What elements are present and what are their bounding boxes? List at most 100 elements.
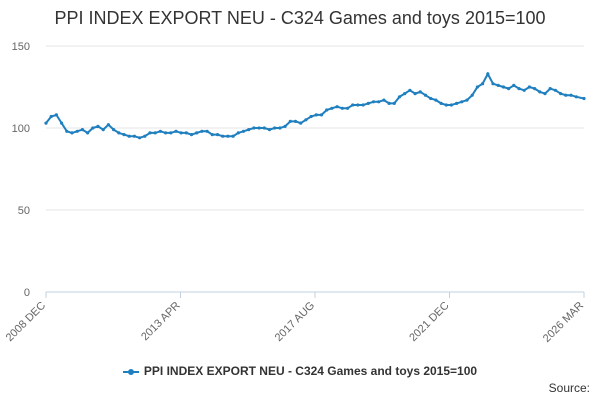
data-point	[429, 96, 433, 101]
data-point	[117, 131, 121, 135]
data-point	[361, 103, 365, 107]
data-point	[460, 100, 464, 104]
data-point	[351, 103, 355, 107]
data-point	[236, 131, 240, 135]
data-point	[143, 134, 147, 138]
y-tick-label: 0	[24, 287, 30, 299]
data-point	[434, 98, 438, 102]
data-point	[231, 134, 235, 138]
data-point	[184, 131, 188, 135]
data-point	[169, 131, 173, 135]
source-label: Source:	[548, 381, 590, 395]
data-point	[522, 88, 526, 92]
legend-label: PPI INDEX EXPORT NEU - C324 Games and to…	[143, 364, 478, 378]
y-tick-label: 50	[18, 205, 30, 217]
data-point	[465, 98, 469, 102]
data-point	[345, 106, 350, 110]
y-axis-tick-labels: 0 50 100 150	[12, 41, 30, 299]
data-point	[413, 92, 417, 96]
data-point	[408, 88, 412, 92]
data-point	[205, 129, 209, 133]
chart-title: PPI INDEX EXPORT NEU - C324 Games and to…	[54, 8, 546, 28]
data-point	[164, 131, 168, 135]
data-point	[75, 129, 79, 133]
data-point	[574, 95, 578, 99]
x-tick-label: 2008 DEC	[4, 300, 48, 344]
series-points	[44, 72, 586, 140]
data-point	[80, 128, 84, 132]
data-point	[86, 131, 90, 135]
data-point	[449, 103, 453, 107]
data-point	[382, 98, 386, 102]
chart-plot-area: 0 50 100 150 2008 DEC 2013 APR 2017 AUG 2021 D…	[4, 41, 586, 345]
x-tick-label: 2026 MAR	[541, 300, 586, 345]
legend[interactable]: PPI INDEX EXPORT NEU - C324 Games and to…	[0, 364, 600, 378]
data-point	[158, 129, 162, 133]
data-point	[252, 126, 256, 130]
data-point	[496, 83, 500, 87]
data-point	[221, 134, 225, 138]
x-tick-label: 2013 APR	[139, 300, 183, 344]
x-tick-label: 2017 AUG	[273, 300, 317, 344]
data-point	[65, 129, 69, 133]
data-point	[371, 100, 376, 104]
data-point	[226, 134, 230, 138]
data-point	[293, 119, 298, 123]
data-point	[195, 131, 199, 135]
data-point	[533, 87, 537, 91]
data-point	[392, 101, 396, 105]
data-point	[44, 121, 48, 125]
data-point	[512, 83, 516, 87]
data-point	[267, 128, 272, 132]
data-point	[200, 129, 204, 133]
data-point	[559, 92, 563, 96]
data-point	[49, 114, 53, 119]
data-point	[96, 124, 100, 128]
data-point	[257, 126, 261, 130]
data-point	[179, 131, 183, 135]
data-point	[444, 103, 448, 107]
data-point	[215, 133, 220, 137]
data-point	[481, 82, 485, 86]
data-point	[455, 101, 459, 105]
legend-swatch-icon	[122, 368, 139, 375]
data-point	[418, 90, 422, 94]
data-point	[262, 126, 266, 130]
data-point	[304, 118, 308, 122]
data-point	[538, 90, 542, 94]
data-point	[397, 95, 402, 99]
x-tick-label: 2021 DEC	[407, 300, 451, 344]
data-point	[132, 134, 136, 138]
x-axis-ticks: 2008 DEC 2013 APR 2017 AUG 2021 DEC 2026 MAR	[4, 292, 586, 345]
data-point	[564, 93, 568, 97]
data-point	[278, 126, 282, 130]
y-tick-label: 100	[12, 123, 30, 135]
data-point	[241, 129, 246, 133]
data-point	[70, 131, 74, 135]
data-point	[403, 92, 407, 96]
data-point	[491, 82, 495, 86]
data-point	[475, 85, 479, 89]
data-point	[106, 123, 110, 127]
data-point	[101, 128, 105, 132]
data-point	[283, 124, 287, 128]
data-point	[582, 96, 586, 101]
data-point	[553, 88, 558, 92]
data-point	[299, 121, 303, 125]
data-point	[288, 119, 292, 123]
data-point	[330, 106, 334, 110]
data-point	[325, 108, 329, 112]
gridlines	[46, 45, 584, 211]
data-point	[527, 85, 532, 89]
data-point	[423, 93, 428, 97]
data-point	[112, 128, 116, 132]
data-point	[470, 93, 474, 97]
data-point	[189, 133, 194, 137]
data-point	[543, 92, 547, 96]
data-point	[148, 131, 152, 135]
data-point	[122, 133, 126, 137]
data-point	[60, 121, 64, 125]
data-point	[340, 106, 344, 110]
data-point	[273, 126, 277, 130]
data-point	[486, 72, 490, 76]
